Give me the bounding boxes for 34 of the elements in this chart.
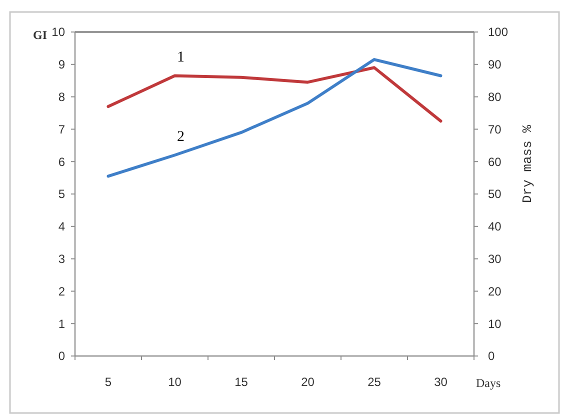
y2-tick-label: 0 — [488, 349, 495, 364]
line-series — [106, 66, 442, 123]
x-tick-label: 25 — [368, 375, 382, 389]
x-tick-label: 20 — [301, 375, 315, 389]
y-tick-label: 7 — [58, 122, 66, 136]
x-tick-label: 10 — [168, 375, 182, 389]
y2-tick-label: 50 — [488, 187, 502, 202]
y-tick-label: 3 — [58, 252, 66, 266]
y-tick-label: 5 — [58, 187, 66, 202]
y-tick-label: 0 — [58, 349, 66, 364]
x-tick-label: 5 — [104, 375, 112, 389]
y-axis-title: GI — [32, 28, 48, 42]
series-label: 2 — [177, 129, 184, 146]
y-tick-label: 2 — [58, 284, 66, 298]
y2-tick-label: 40 — [488, 220, 502, 234]
y2-tick-label: 30 — [488, 252, 502, 266]
y2-tick-label: 100 — [488, 25, 508, 40]
series-label: 1 — [177, 50, 184, 66]
x-axis-title: Days — [476, 376, 501, 390]
y-tick-label: 4 — [58, 220, 66, 234]
y-tick-label: 8 — [58, 90, 66, 104]
y2-tick-label: 90 — [488, 58, 502, 72]
y2-tick-label: 10 — [488, 316, 502, 331]
y2-tick-label: 20 — [488, 284, 502, 298]
y-tick-label: 6 — [58, 154, 66, 169]
y-tick-label: 10 — [52, 25, 66, 40]
y-tick-label: 1 — [58, 316, 66, 331]
y2-tick-label: 70 — [488, 122, 502, 136]
y-tick-label: 9 — [58, 58, 66, 72]
x-tick-label: 30 — [434, 375, 448, 389]
y2-tick-label: 80 — [488, 90, 502, 104]
y2-tick-label: 60 — [488, 154, 502, 169]
y2-axis-title: Dry mass % — [520, 124, 535, 204]
x-tick-label: 15 — [234, 375, 248, 389]
